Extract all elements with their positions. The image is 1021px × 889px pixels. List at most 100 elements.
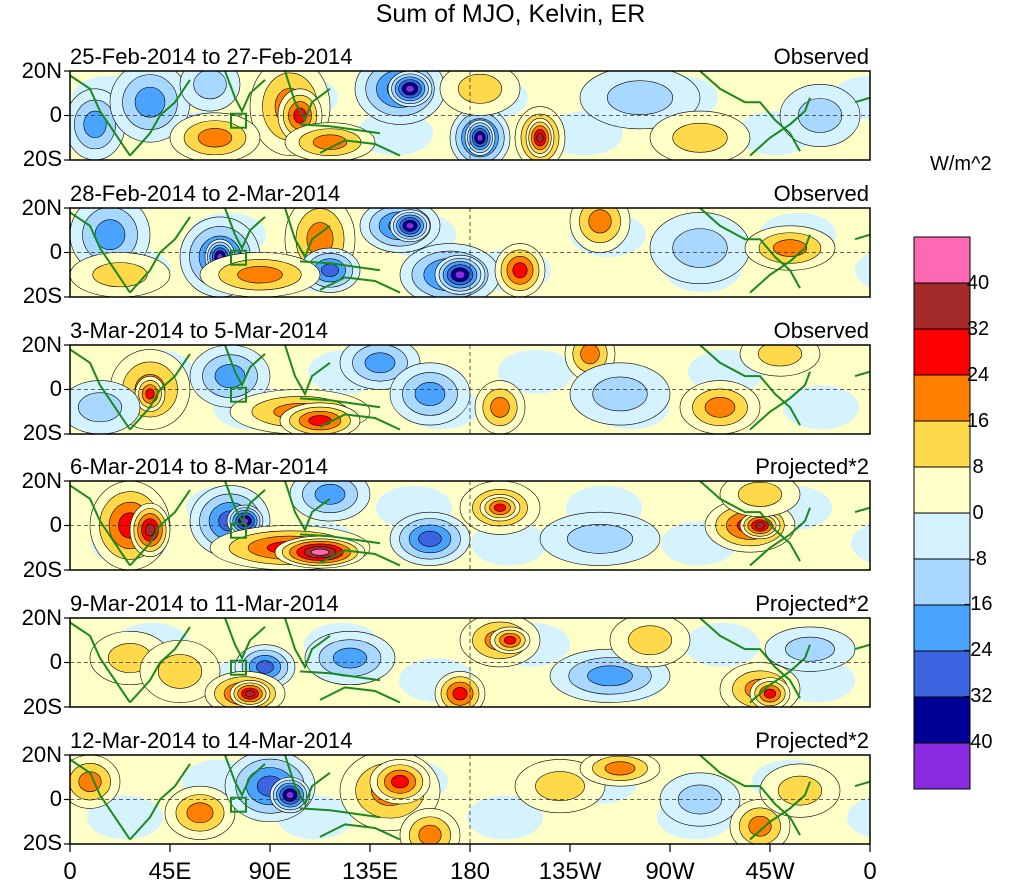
panel-1-dates: 25-Feb-2014 to 27-Feb-2014 <box>70 44 353 69</box>
anomaly-contour <box>83 110 107 139</box>
anomaly-contour <box>476 134 484 142</box>
anomaly-contour <box>418 530 442 547</box>
map-panel <box>64 207 871 298</box>
anomaly-contour <box>580 345 600 365</box>
coastline <box>699 345 801 426</box>
lat-label-20n: 20N <box>21 468 62 493</box>
anomaly-contour <box>672 122 728 153</box>
colorbar-swatch <box>913 650 971 698</box>
coastline <box>129 353 191 431</box>
map-panel <box>64 754 871 845</box>
reference-box <box>230 522 247 539</box>
colorbar-label: 24 <box>966 364 990 386</box>
coastline <box>224 71 266 114</box>
coastline <box>129 763 191 841</box>
reference-box <box>230 796 247 813</box>
anomaly-contour <box>332 647 368 669</box>
coastline <box>319 139 401 157</box>
anomaly-contour <box>245 690 255 698</box>
panel-2-kind: Observed <box>773 181 869 206</box>
map-panel <box>64 344 871 435</box>
anomaly-contour <box>405 222 415 230</box>
panel-5-dates: 9-Mar-2014 to 11-Mar-2014 <box>70 591 339 616</box>
coastline <box>129 626 191 704</box>
coastline <box>70 74 131 157</box>
anomaly-contour <box>145 523 155 537</box>
lat-label-eq: 0 <box>49 649 62 674</box>
anomaly-contour <box>186 802 214 824</box>
anomaly-contour <box>604 761 636 776</box>
anomaly-contour <box>704 396 736 418</box>
lat-label-20n: 20N <box>21 195 62 220</box>
colorbar-unit: W/m^2 <box>930 153 992 175</box>
colorbar-label: 32 <box>966 318 990 340</box>
anomaly-contour <box>157 654 203 689</box>
colorbar-label: -24 <box>963 639 993 661</box>
lon-label-45w: 45W <box>745 858 795 885</box>
anomaly-contour <box>312 134 348 150</box>
coastline <box>129 489 191 567</box>
weak-anomaly <box>847 797 870 838</box>
colorbar-label: -32 <box>963 685 993 707</box>
figure-title: Sum of MJO, Kelvin, ER <box>375 0 646 28</box>
anomaly-contour <box>587 665 633 687</box>
panel-3-kind: Observed <box>773 318 869 343</box>
coastline <box>284 481 331 533</box>
anomaly-contour <box>256 660 274 674</box>
lat-label-20n: 20N <box>21 58 62 83</box>
colorbar-swatch <box>913 328 971 376</box>
lat-label-20n: 20N <box>21 742 62 767</box>
lat-label-20n: 20N <box>21 332 62 357</box>
coastline <box>224 618 266 661</box>
weak-anomaly <box>855 252 870 288</box>
anomaly-contour <box>454 270 466 279</box>
colorbar-swatch <box>913 742 971 790</box>
coastline <box>854 780 870 788</box>
coastline <box>70 758 131 841</box>
coastline <box>284 345 331 397</box>
coastline <box>749 234 811 294</box>
anomaly-contour <box>314 484 346 505</box>
lat-label-eq: 0 <box>49 512 62 537</box>
lat-label-eq: 0 <box>49 239 62 264</box>
coastline <box>699 481 801 562</box>
reference-box <box>230 249 247 266</box>
lon-label-90w: 90W <box>645 858 695 885</box>
coastline <box>749 97 811 157</box>
anomaly-contour <box>414 381 446 406</box>
map-panel <box>64 70 871 161</box>
colorbar-swatch <box>913 466 971 514</box>
anomaly-contour <box>672 228 728 268</box>
colorbar-label: 16 <box>966 410 990 432</box>
weak-anomaly <box>87 795 163 840</box>
panel-5-kind: Projected*2 <box>755 591 869 616</box>
panel-1-kind: Observed <box>773 44 869 69</box>
coastline <box>299 670 381 682</box>
coastline <box>319 549 401 567</box>
colorbar-swatch <box>913 374 971 422</box>
colorbar-swatch <box>913 282 971 330</box>
anomaly-contour <box>197 128 233 148</box>
coastline <box>299 807 381 819</box>
anomaly-contour <box>777 775 823 806</box>
lat-label-20s: 20S <box>22 420 62 445</box>
lon-label-135w: 135W <box>538 858 602 885</box>
anomaly-contour <box>566 523 634 554</box>
coastline <box>854 233 870 241</box>
coastline <box>319 413 401 431</box>
lat-label-eq: 0 <box>49 786 62 811</box>
colorbar-label: -16 <box>963 593 993 615</box>
anomaly-contour <box>535 771 585 802</box>
colorbar-label: 40 <box>966 272 990 294</box>
anomaly-contour <box>237 266 283 284</box>
coastline <box>854 96 870 104</box>
panel-2-dates: 28-Feb-2014 to 2-Mar-2014 <box>70 181 341 206</box>
coastline <box>224 208 266 251</box>
anomaly-contour <box>193 71 227 100</box>
anomaly-contour <box>503 636 517 645</box>
panel-4-kind: Projected*2 <box>755 454 869 479</box>
lat-label-20s: 20S <box>22 830 62 855</box>
